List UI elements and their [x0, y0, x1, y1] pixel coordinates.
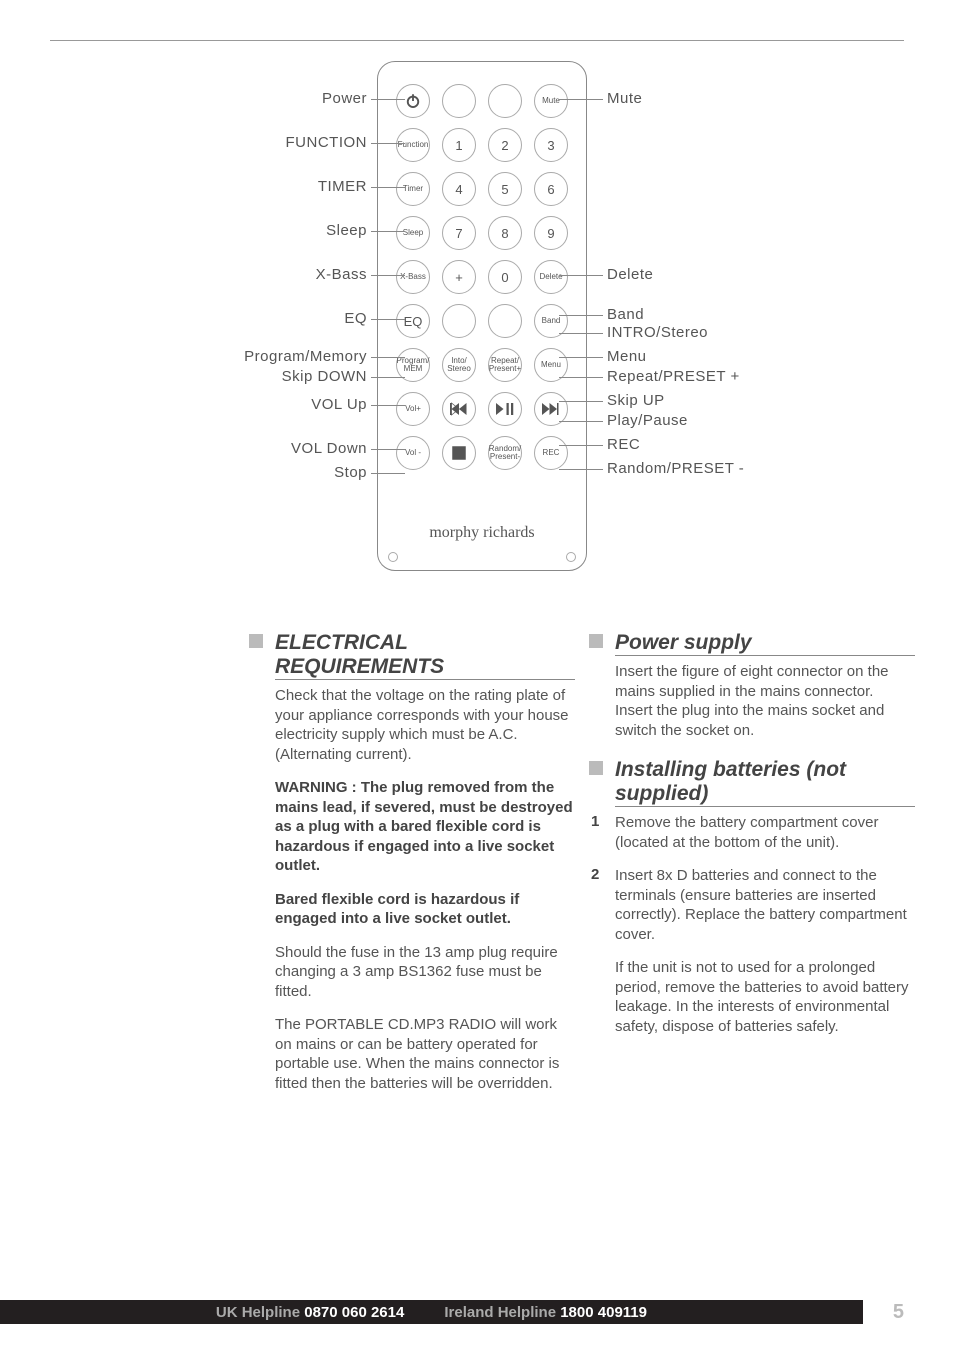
callout-label: Sleep: [326, 222, 367, 239]
remote-button: 5: [488, 172, 522, 206]
callout-label: Menu: [607, 348, 647, 365]
remote-button: Function: [396, 128, 430, 162]
body-paragraph: The PORTABLE CD.MP3 RADIO will work on m…: [275, 1015, 575, 1093]
brand-label: morphy richards: [378, 524, 586, 542]
ireland-helpline-number: 1800 409119: [560, 1304, 647, 1321]
callout-label: Delete: [607, 266, 653, 283]
remote-diagram: Power FUNCTION TIMER Sleep X-Bass EQ Program/M…: [127, 61, 827, 601]
warning-text: WARNING : The plug removed from the main…: [275, 778, 575, 876]
remote-button: 0: [488, 260, 522, 294]
remote-button: 8: [488, 216, 522, 250]
remote-hole: [388, 552, 398, 562]
callout-label: TIMER: [318, 178, 367, 195]
remote-hole: [566, 552, 576, 562]
footer: UK Helpline 0870 060 2614 Ireland Helpli…: [0, 1300, 954, 1324]
callout-label: Random/PRESET -: [607, 460, 744, 477]
callout-label: Band: [607, 306, 644, 323]
body-paragraph: If the unit is not to used for a prolong…: [615, 958, 915, 1036]
callout-label: REC: [607, 436, 640, 453]
footer-bar: UK Helpline 0870 060 2614 Ireland Helpli…: [0, 1300, 863, 1324]
remote-button: 2: [488, 128, 522, 162]
item-number: 1: [591, 813, 605, 852]
numbered-item: 2 Insert 8x D batteries and connect to t…: [615, 866, 915, 944]
callout-label: Play/Pause: [607, 412, 688, 429]
remote-button: [442, 436, 476, 470]
callout-label: FUNCTION: [286, 134, 368, 151]
remote-button: X-Bass: [396, 260, 430, 294]
section-heading: Installing batteries (not supplied): [615, 758, 915, 807]
left-column: ELECTRICAL REQUIREMENTS Check that the v…: [275, 631, 575, 1107]
callout-label: VOL Down: [291, 440, 367, 457]
remote-button: Into/ Stereo: [442, 348, 476, 382]
remote-button: [488, 84, 522, 118]
remote-button: Random/ Present-: [488, 436, 522, 470]
remote-button: 7: [442, 216, 476, 250]
remote-button: 3: [534, 128, 568, 162]
remote-button: [488, 392, 522, 426]
remote-button: 6: [534, 172, 568, 206]
right-column: Power supply Insert the figure of eight …: [615, 631, 915, 1107]
remote-button: REC: [534, 436, 568, 470]
remote-button: Timer: [396, 172, 430, 206]
uk-helpline-label: UK Helpline: [216, 1304, 300, 1321]
remote-button: 4: [442, 172, 476, 206]
remote-body: Mute Function 123 Timer 456 Sleep 789 X-Bass +0D…: [377, 61, 587, 571]
remote-button: Sleep: [396, 216, 430, 250]
section-heading: ELECTRICAL REQUIREMENTS: [275, 631, 575, 680]
callout-label: Stop: [334, 464, 367, 481]
callout-label: Mute: [607, 90, 642, 107]
item-text: Remove the battery compartment cover (lo…: [615, 813, 915, 852]
section-heading: Power supply: [615, 631, 915, 656]
callout-label: Repeat/PRESET +: [607, 368, 740, 385]
callout-label: Skip DOWN: [282, 368, 367, 385]
remote-button: +: [442, 260, 476, 294]
remote-button: [442, 392, 476, 426]
remote-button: 1: [442, 128, 476, 162]
remote-button: Delete: [534, 260, 568, 294]
remote-button: [488, 304, 522, 338]
page-number: 5: [893, 1301, 904, 1324]
body-paragraph: Check that the voltage on the rating pla…: [275, 686, 575, 764]
remote-button: EQ: [396, 304, 430, 338]
numbered-item: 1 Remove the battery compartment cover (…: [615, 813, 915, 852]
callout-label: INTRO/Stereo: [607, 324, 708, 341]
remote-button: [396, 84, 430, 118]
remote-button: Repeat/ Present+: [488, 348, 522, 382]
ireland-helpline-label: Ireland Helpline: [444, 1304, 556, 1321]
item-text: Insert 8x D batteries and connect to the…: [615, 866, 915, 944]
body-paragraph: Should the fuse in the 13 amp plug requi…: [275, 943, 575, 1002]
callout-label: VOL Up: [311, 396, 367, 413]
callout-label: Skip UP: [607, 392, 665, 409]
remote-button: Vol -: [396, 436, 430, 470]
remote-button: Mute: [534, 84, 568, 118]
callout-label: EQ: [344, 310, 367, 327]
item-number: 2: [591, 866, 605, 944]
remote-button: [442, 84, 476, 118]
remote-button: [442, 304, 476, 338]
callout-label: Program/Memory: [244, 348, 367, 365]
body-paragraph: Insert the figure of eight connector on …: [615, 662, 915, 740]
callout-label: Power: [322, 90, 367, 107]
callout-label: X-Bass: [316, 266, 367, 283]
remote-button: 9: [534, 216, 568, 250]
uk-helpline-number: 0870 060 2614: [304, 1304, 404, 1321]
warning-text: Bared flexible cord is hazardous if enga…: [275, 890, 575, 929]
remote-button: Vol+: [396, 392, 430, 426]
